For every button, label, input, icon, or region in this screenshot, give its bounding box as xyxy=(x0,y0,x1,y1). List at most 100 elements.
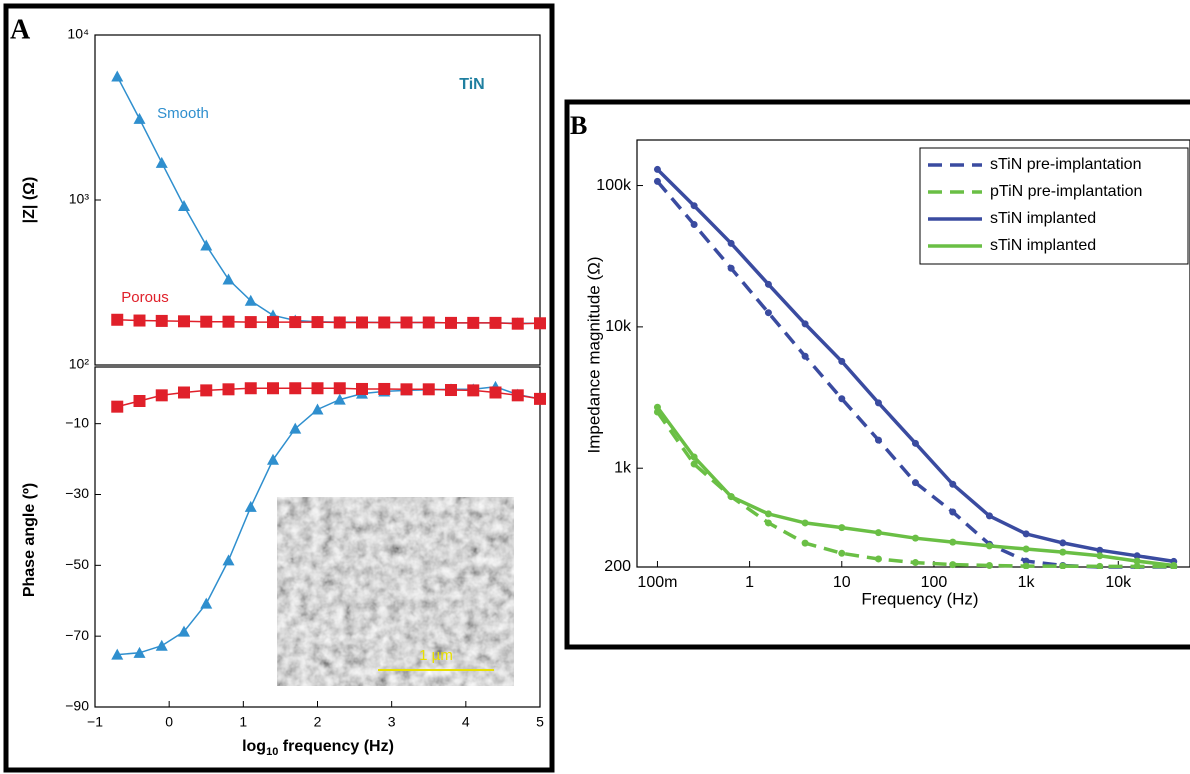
plot-group: 200 1k 10k 100k 100m 1 10 100 1k 10k sTiN pre-impl… xyxy=(596,139,1190,591)
x-tick-label: 3 xyxy=(388,714,396,730)
marker xyxy=(511,389,524,402)
marker xyxy=(378,382,391,395)
marker xyxy=(445,316,457,329)
series-label: Smooth xyxy=(157,105,209,122)
marker xyxy=(911,479,919,487)
series-line xyxy=(655,406,1175,568)
marker xyxy=(311,382,324,395)
marker xyxy=(838,524,846,532)
marker xyxy=(690,453,698,461)
series-label: Porous xyxy=(121,289,169,306)
x-axis-label: log10 frequency (Hz) xyxy=(242,738,394,758)
marker xyxy=(1022,557,1030,565)
marker xyxy=(267,316,279,329)
marker xyxy=(985,542,993,550)
marker xyxy=(653,403,661,411)
marker xyxy=(289,382,302,395)
sem-inset xyxy=(277,497,514,686)
y-tick-label: 10² xyxy=(69,356,90,372)
marker xyxy=(244,500,257,512)
marker xyxy=(727,239,735,247)
x-tick-label: −1 xyxy=(87,714,103,730)
marker xyxy=(222,554,235,566)
marker xyxy=(200,384,213,397)
marker xyxy=(333,316,346,329)
marker xyxy=(489,386,502,399)
marker xyxy=(1096,552,1104,560)
marker xyxy=(1022,562,1030,569)
marker xyxy=(534,392,546,405)
marker xyxy=(200,239,213,251)
marker xyxy=(244,294,257,306)
y-tick-label: 100k xyxy=(596,177,632,194)
marker xyxy=(467,384,480,397)
scale-bar-label: 1 µm xyxy=(419,647,453,664)
marker xyxy=(133,395,146,407)
marker xyxy=(1133,557,1141,565)
marker xyxy=(1022,545,1030,553)
marker xyxy=(511,317,524,330)
marker xyxy=(653,177,661,185)
marker xyxy=(764,280,772,288)
y-tick-label: 10k xyxy=(605,318,632,335)
marker xyxy=(155,389,168,402)
marker xyxy=(949,480,957,488)
marker xyxy=(874,399,882,407)
series-group xyxy=(111,380,546,660)
marker xyxy=(1022,530,1030,538)
plot-group: −90−70−50−30−10−1 0 1 2 3 4 5 xyxy=(65,366,546,730)
annotation: TiN xyxy=(459,76,484,93)
marker xyxy=(874,529,882,537)
marker xyxy=(133,314,146,327)
marker xyxy=(1096,546,1104,554)
marker xyxy=(155,639,168,651)
marker xyxy=(333,393,346,405)
marker xyxy=(1059,562,1067,569)
legend-label: sTiN pre-implantation xyxy=(990,156,1141,173)
marker xyxy=(911,559,919,567)
marker xyxy=(1133,552,1141,560)
legend-label: sTiN implanted xyxy=(990,237,1096,254)
marker xyxy=(333,382,346,395)
marker xyxy=(200,315,213,328)
marker xyxy=(222,273,235,285)
x-tick-label: 4 xyxy=(462,714,470,730)
marker xyxy=(111,648,124,660)
panel-label: A xyxy=(10,14,31,45)
marker xyxy=(1059,539,1067,547)
marker xyxy=(422,383,435,396)
marker xyxy=(801,519,809,527)
marker xyxy=(1133,562,1141,569)
series-group xyxy=(111,70,546,330)
marker xyxy=(356,316,368,329)
marker xyxy=(838,395,846,403)
marker xyxy=(111,313,124,326)
marker xyxy=(133,112,146,124)
marker xyxy=(222,383,235,396)
marker xyxy=(222,315,235,328)
marker xyxy=(445,384,457,397)
marker xyxy=(949,561,957,569)
marker xyxy=(1170,561,1178,569)
marker xyxy=(489,316,502,329)
marker xyxy=(378,316,391,329)
marker xyxy=(178,315,190,328)
marker xyxy=(838,357,846,365)
marker xyxy=(911,439,919,447)
marker xyxy=(422,316,435,329)
marker xyxy=(356,382,368,395)
marker xyxy=(1059,548,1067,556)
x-tick-label: 10 xyxy=(833,574,851,591)
y-axis-label: Impedance magnitude (Ω) xyxy=(584,257,603,454)
marker xyxy=(467,316,480,329)
marker xyxy=(267,453,279,465)
marker xyxy=(874,436,882,444)
x-tick-label: 100 xyxy=(921,574,948,591)
x-tick-label: 1 xyxy=(745,574,754,591)
marker xyxy=(244,382,257,395)
marker xyxy=(690,460,698,468)
marker xyxy=(801,320,809,328)
marker xyxy=(801,352,809,360)
marker xyxy=(985,512,993,520)
marker xyxy=(133,646,146,658)
